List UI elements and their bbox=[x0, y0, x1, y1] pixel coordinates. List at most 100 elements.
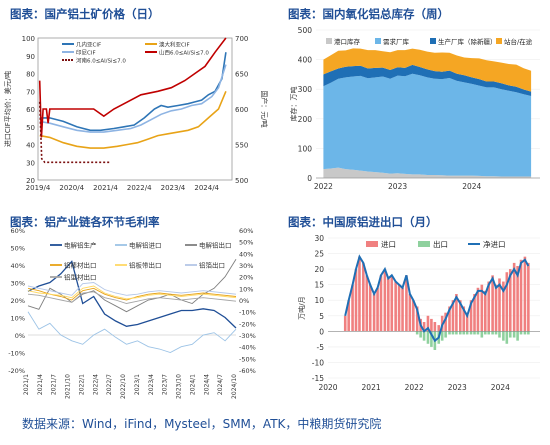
x-tick-label: 2020 bbox=[318, 383, 337, 392]
legend-label: 印尼CIF bbox=[76, 50, 96, 57]
import-bar bbox=[405, 275, 408, 332]
import-bar bbox=[462, 306, 466, 332]
x-tick-label: 2022/1 bbox=[78, 374, 85, 395]
y-tick-label: 60 bbox=[26, 106, 35, 114]
export-bar bbox=[505, 331, 509, 344]
y-tick-label: 60% bbox=[11, 227, 25, 235]
x-tick-label: 2023 bbox=[388, 182, 407, 191]
y-tick-label: 400 bbox=[298, 56, 313, 65]
y-tick-label: 10 bbox=[314, 296, 324, 305]
export-bar bbox=[473, 331, 476, 335]
import-bar bbox=[505, 272, 509, 332]
y-tick-label: 20% bbox=[11, 297, 25, 305]
y-tick-label: 20 bbox=[26, 177, 35, 185]
y-tick-label: -20% bbox=[8, 367, 25, 375]
y2-tick-label: -50% bbox=[239, 355, 256, 363]
y-tick-label: 30 bbox=[314, 234, 324, 243]
y2-tick-label: 60% bbox=[239, 227, 253, 235]
import-bar bbox=[343, 315, 347, 332]
alumina-inventory-chart: 0 100 200 300 400 500 2022 2023 2024 库存：万吨 港口库存 需求厂… bbox=[289, 26, 540, 191]
chart-title: 图表：铝产业链各环节毛利率 bbox=[10, 215, 160, 229]
export-bar bbox=[458, 331, 462, 335]
x-tick-label: 2021/1 bbox=[23, 374, 30, 395]
import-bar bbox=[387, 278, 390, 332]
x-tick-label: 2022 bbox=[405, 383, 424, 392]
y2-tick-label: 0% bbox=[239, 297, 249, 305]
import-bar bbox=[347, 300, 350, 332]
export-bar bbox=[502, 331, 505, 341]
chart-title: 图表：中国原铝进出口（月） bbox=[288, 215, 438, 229]
x-tick-label: 2023/7 bbox=[162, 374, 169, 395]
import-bar bbox=[379, 275, 383, 332]
y-tick-label: 10% bbox=[11, 315, 25, 323]
x-tick-label: 2021/4 bbox=[93, 184, 118, 192]
import-bar bbox=[483, 290, 487, 332]
import-bar bbox=[487, 281, 491, 332]
export-bar bbox=[419, 331, 422, 338]
x-tick-label: 2024/1 bbox=[189, 374, 196, 395]
export-bar bbox=[512, 331, 516, 338]
x-tick-label: 2023 bbox=[448, 383, 467, 392]
import-bar bbox=[455, 294, 458, 332]
legend-label: 进口 bbox=[381, 240, 396, 249]
import-bar bbox=[508, 269, 512, 332]
legend-label: 港口库存 bbox=[334, 37, 361, 46]
y-tick-label: 20 bbox=[314, 265, 324, 274]
export-bar bbox=[498, 331, 501, 338]
x-tick-label: 2022/4 bbox=[92, 374, 99, 395]
y-tick-label: 90 bbox=[26, 53, 35, 61]
export-bar bbox=[508, 331, 512, 338]
export-bar bbox=[469, 331, 473, 335]
import-bar bbox=[516, 266, 519, 332]
legend-label: 出口 bbox=[433, 239, 448, 249]
x-tick-label: 2021/10 bbox=[65, 374, 72, 399]
export-bar bbox=[440, 331, 444, 341]
legend-label: 澳大利亚CIF bbox=[159, 41, 190, 49]
import-bar bbox=[527, 262, 530, 332]
y2-tick-label: -20% bbox=[239, 320, 256, 328]
export-bar bbox=[426, 331, 430, 344]
export-bar bbox=[491, 331, 494, 335]
import-bar bbox=[480, 284, 484, 332]
x-tick-label: 2022/7 bbox=[106, 374, 113, 395]
series-line bbox=[38, 37, 227, 138]
x-tick-label: 2024/4 bbox=[203, 374, 210, 395]
y2-tick-label: -60% bbox=[239, 367, 256, 375]
legend-label: 山西6.0≤Al/Si≤7.0 bbox=[159, 49, 209, 57]
export-bar bbox=[462, 331, 466, 335]
x-tick-label: 2020/4 bbox=[59, 184, 84, 192]
legend-label: 铝板带出口 bbox=[129, 261, 162, 270]
y-tick-label: 500 bbox=[298, 26, 313, 35]
data-source-note: 数据来源：Wind，iFind，Mysteel，SMM，ATK，中粮期货研究院 bbox=[22, 417, 382, 431]
x-tick-label: 2022 bbox=[314, 182, 333, 191]
y2-tick-label: 40% bbox=[239, 250, 253, 258]
y-tick-label: -10 bbox=[312, 358, 324, 367]
legend-label: 河南6.0≤Al/Si≤7.0 bbox=[76, 57, 126, 65]
y2-tick-label: 550 bbox=[235, 142, 248, 150]
series-line bbox=[27, 285, 237, 300]
export-bar bbox=[519, 331, 523, 335]
x-tick-label: 2022/10 bbox=[120, 374, 127, 399]
import-bar bbox=[426, 315, 430, 332]
bauxite-price-chart: 20 30 40 50 60 70 80 90 100 500 550 600 650 700 2019/4… bbox=[3, 35, 269, 192]
import-bar bbox=[523, 256, 527, 332]
legend-swatch bbox=[375, 38, 381, 44]
series-line bbox=[27, 282, 237, 296]
x-tick-label: 2022/4 bbox=[127, 184, 152, 192]
import-bar bbox=[451, 300, 455, 332]
legend-swatch bbox=[496, 38, 502, 44]
import-bar bbox=[512, 262, 516, 332]
y-tick-label: 25 bbox=[314, 250, 324, 259]
plot-frame bbox=[37, 37, 233, 181]
y-tick-label: 50% bbox=[11, 245, 25, 253]
y2-tick-label: 30% bbox=[239, 262, 253, 270]
import-bar bbox=[383, 269, 387, 332]
y2-tick-label: -40% bbox=[239, 344, 256, 352]
import-bar bbox=[519, 259, 523, 332]
y-tick-label: 80 bbox=[26, 71, 35, 79]
export-bar bbox=[415, 331, 419, 335]
import-bar bbox=[362, 262, 365, 332]
legend-label: 生产厂库（除新疆） bbox=[438, 37, 497, 46]
legend-swatch bbox=[326, 38, 332, 44]
import-bar bbox=[354, 269, 358, 332]
